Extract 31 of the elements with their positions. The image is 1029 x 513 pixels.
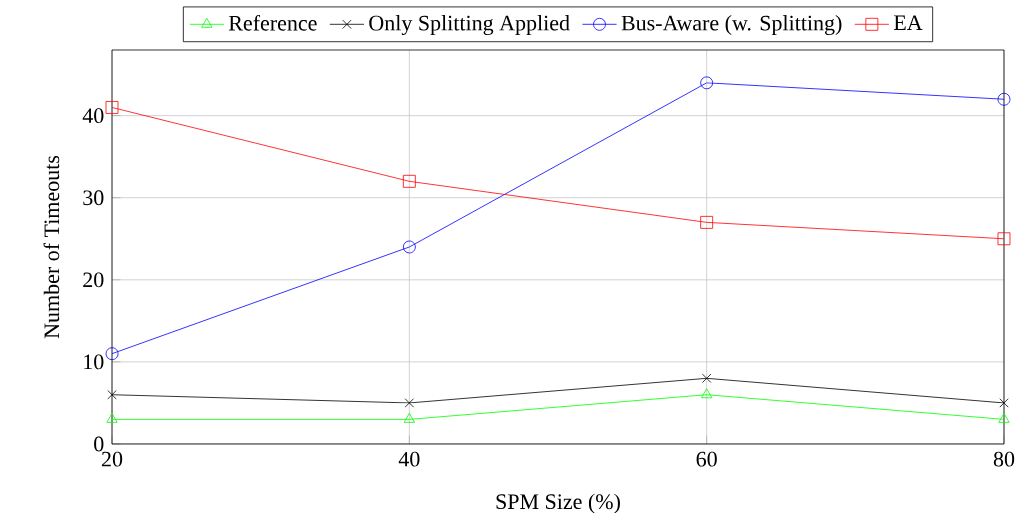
point (701, 388, 713, 399)
point (702, 373, 712, 383)
y-axis-title: Number of Timeouts (43, 155, 60, 339)
point (700, 76, 714, 90)
point (106, 412, 118, 423)
point (404, 398, 414, 408)
point (105, 101, 119, 114)
point (997, 92, 1011, 106)
y-tick-label: 40 (82, 108, 104, 124)
x-tick-label: 40 (398, 451, 420, 467)
y-tick-label: 30 (83, 190, 104, 206)
legend-label: EA (893, 15, 923, 30)
y-tick-label: 10 (84, 354, 104, 370)
point (999, 398, 1009, 408)
point (700, 215, 714, 229)
y-tick-label: 0 (94, 436, 104, 452)
point (403, 412, 415, 423)
point (998, 412, 1010, 423)
y-tick-label: 20 (83, 272, 104, 288)
x-axis-title: SPM Size (%) (496, 493, 620, 513)
point (402, 174, 416, 188)
x-tick-label: 60 (696, 451, 717, 467)
x-tick-label: 80 (993, 451, 1015, 467)
point (105, 347, 119, 361)
x-tick-label: 20 (101, 451, 123, 467)
point (107, 390, 117, 400)
legend-label: Bus-Aware (w. Splitting) (621, 15, 842, 36)
point (997, 232, 1011, 246)
point (402, 240, 416, 254)
legend-label: Reference (228, 14, 317, 31)
legend-label: Only Splitting Applied (369, 15, 570, 36)
